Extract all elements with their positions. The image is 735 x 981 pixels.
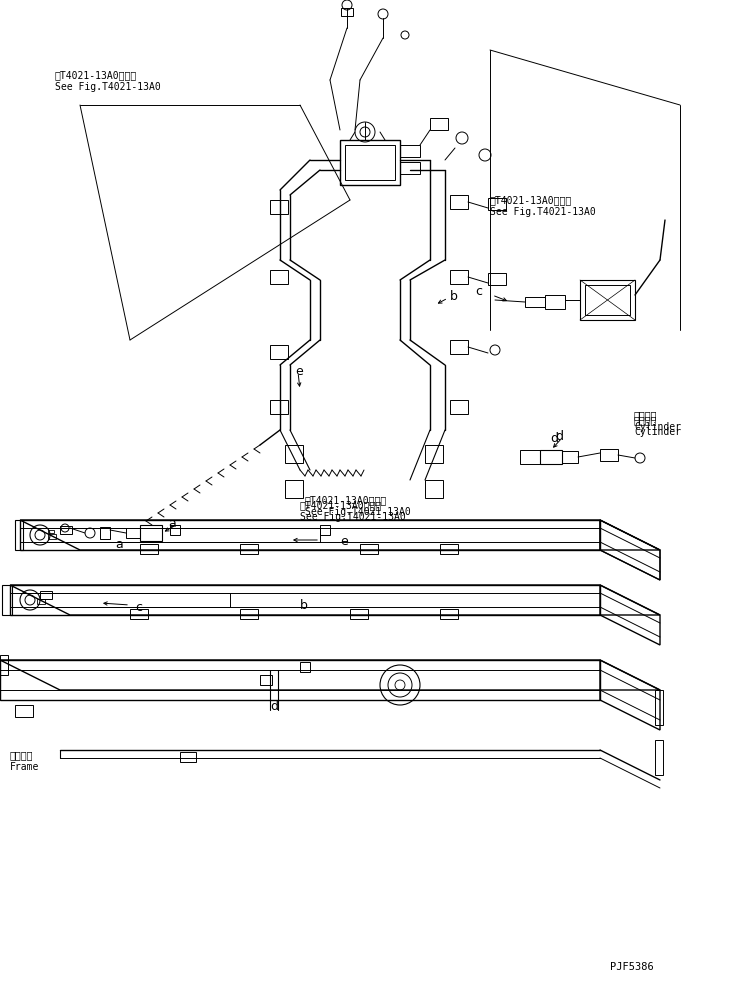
- Bar: [270, 270, 288, 284]
- Bar: [100, 527, 110, 539]
- Text: 笮T4021-13A0図参照: 笮T4021-13A0図参照: [300, 500, 382, 510]
- Text: See Fig.T4021-13A0: See Fig.T4021-13A0: [490, 207, 596, 217]
- Text: d: d: [550, 432, 558, 445]
- Text: a: a: [115, 538, 123, 551]
- Text: 笮T4021-13A0図参照: 笮T4021-13A0図参照: [490, 195, 573, 205]
- Bar: [130, 609, 148, 619]
- Bar: [340, 140, 400, 185]
- Text: See Fig.T4021-13A0: See Fig.T4021-13A0: [305, 507, 411, 517]
- Text: シリンダ: シリンダ: [634, 410, 658, 420]
- Bar: [48, 530, 54, 533]
- Bar: [562, 451, 578, 463]
- Bar: [285, 480, 303, 498]
- Bar: [655, 690, 663, 725]
- Text: b: b: [300, 599, 308, 612]
- Bar: [140, 525, 162, 541]
- Bar: [126, 528, 140, 538]
- Text: d: d: [270, 700, 278, 713]
- Bar: [270, 345, 288, 359]
- Bar: [525, 297, 545, 307]
- Bar: [270, 200, 288, 214]
- Bar: [400, 162, 420, 174]
- Bar: [0, 655, 8, 675]
- Bar: [341, 8, 353, 16]
- Bar: [15, 705, 33, 717]
- Bar: [488, 273, 506, 285]
- Bar: [360, 544, 378, 554]
- Bar: [2, 585, 12, 615]
- Bar: [60, 526, 72, 534]
- Bar: [240, 544, 258, 554]
- Bar: [48, 534, 56, 539]
- Bar: [545, 295, 565, 309]
- Text: シリンダ: シリンダ: [634, 415, 658, 425]
- Text: b: b: [450, 290, 458, 303]
- Bar: [430, 118, 448, 130]
- Text: 笮T4021-13A0図参照: 笮T4021-13A0図参照: [305, 495, 387, 505]
- Bar: [655, 740, 663, 775]
- Text: フレーム: フレーム: [10, 750, 34, 760]
- Text: e: e: [295, 365, 303, 378]
- Bar: [450, 270, 468, 284]
- Text: PJF5386: PJF5386: [610, 962, 653, 972]
- Text: Cylinder: Cylinder: [634, 422, 681, 432]
- Text: 笮T4021-13A0図参照: 笮T4021-13A0図参照: [55, 70, 137, 80]
- Text: a: a: [168, 517, 176, 530]
- Text: Cylinder: Cylinder: [634, 427, 681, 437]
- Bar: [180, 752, 196, 762]
- Text: c: c: [135, 601, 142, 614]
- Text: c: c: [475, 285, 482, 298]
- Bar: [300, 662, 310, 672]
- Bar: [425, 445, 443, 463]
- Bar: [170, 525, 180, 535]
- Text: Frame: Frame: [10, 762, 40, 772]
- Bar: [350, 609, 368, 619]
- Bar: [585, 285, 630, 315]
- Bar: [140, 544, 158, 554]
- Bar: [15, 520, 23, 550]
- Bar: [520, 450, 540, 464]
- Bar: [240, 609, 258, 619]
- Bar: [320, 525, 330, 535]
- Bar: [580, 280, 635, 320]
- Bar: [450, 195, 468, 209]
- Bar: [488, 198, 506, 210]
- Bar: [260, 675, 272, 685]
- Bar: [540, 450, 562, 464]
- Bar: [37, 599, 45, 604]
- Text: d: d: [555, 430, 563, 443]
- Bar: [450, 400, 468, 414]
- Bar: [285, 445, 303, 463]
- Bar: [40, 591, 52, 599]
- Bar: [440, 609, 458, 619]
- Text: See Fig.T4021-13A0: See Fig.T4021-13A0: [55, 82, 161, 92]
- Bar: [345, 145, 395, 180]
- Bar: [440, 544, 458, 554]
- Bar: [450, 340, 468, 354]
- Text: See Fig.T4021-13A0: See Fig.T4021-13A0: [300, 512, 406, 522]
- Bar: [425, 480, 443, 498]
- Bar: [400, 145, 420, 157]
- Text: e: e: [340, 535, 348, 548]
- Bar: [270, 400, 288, 414]
- Bar: [600, 449, 618, 461]
